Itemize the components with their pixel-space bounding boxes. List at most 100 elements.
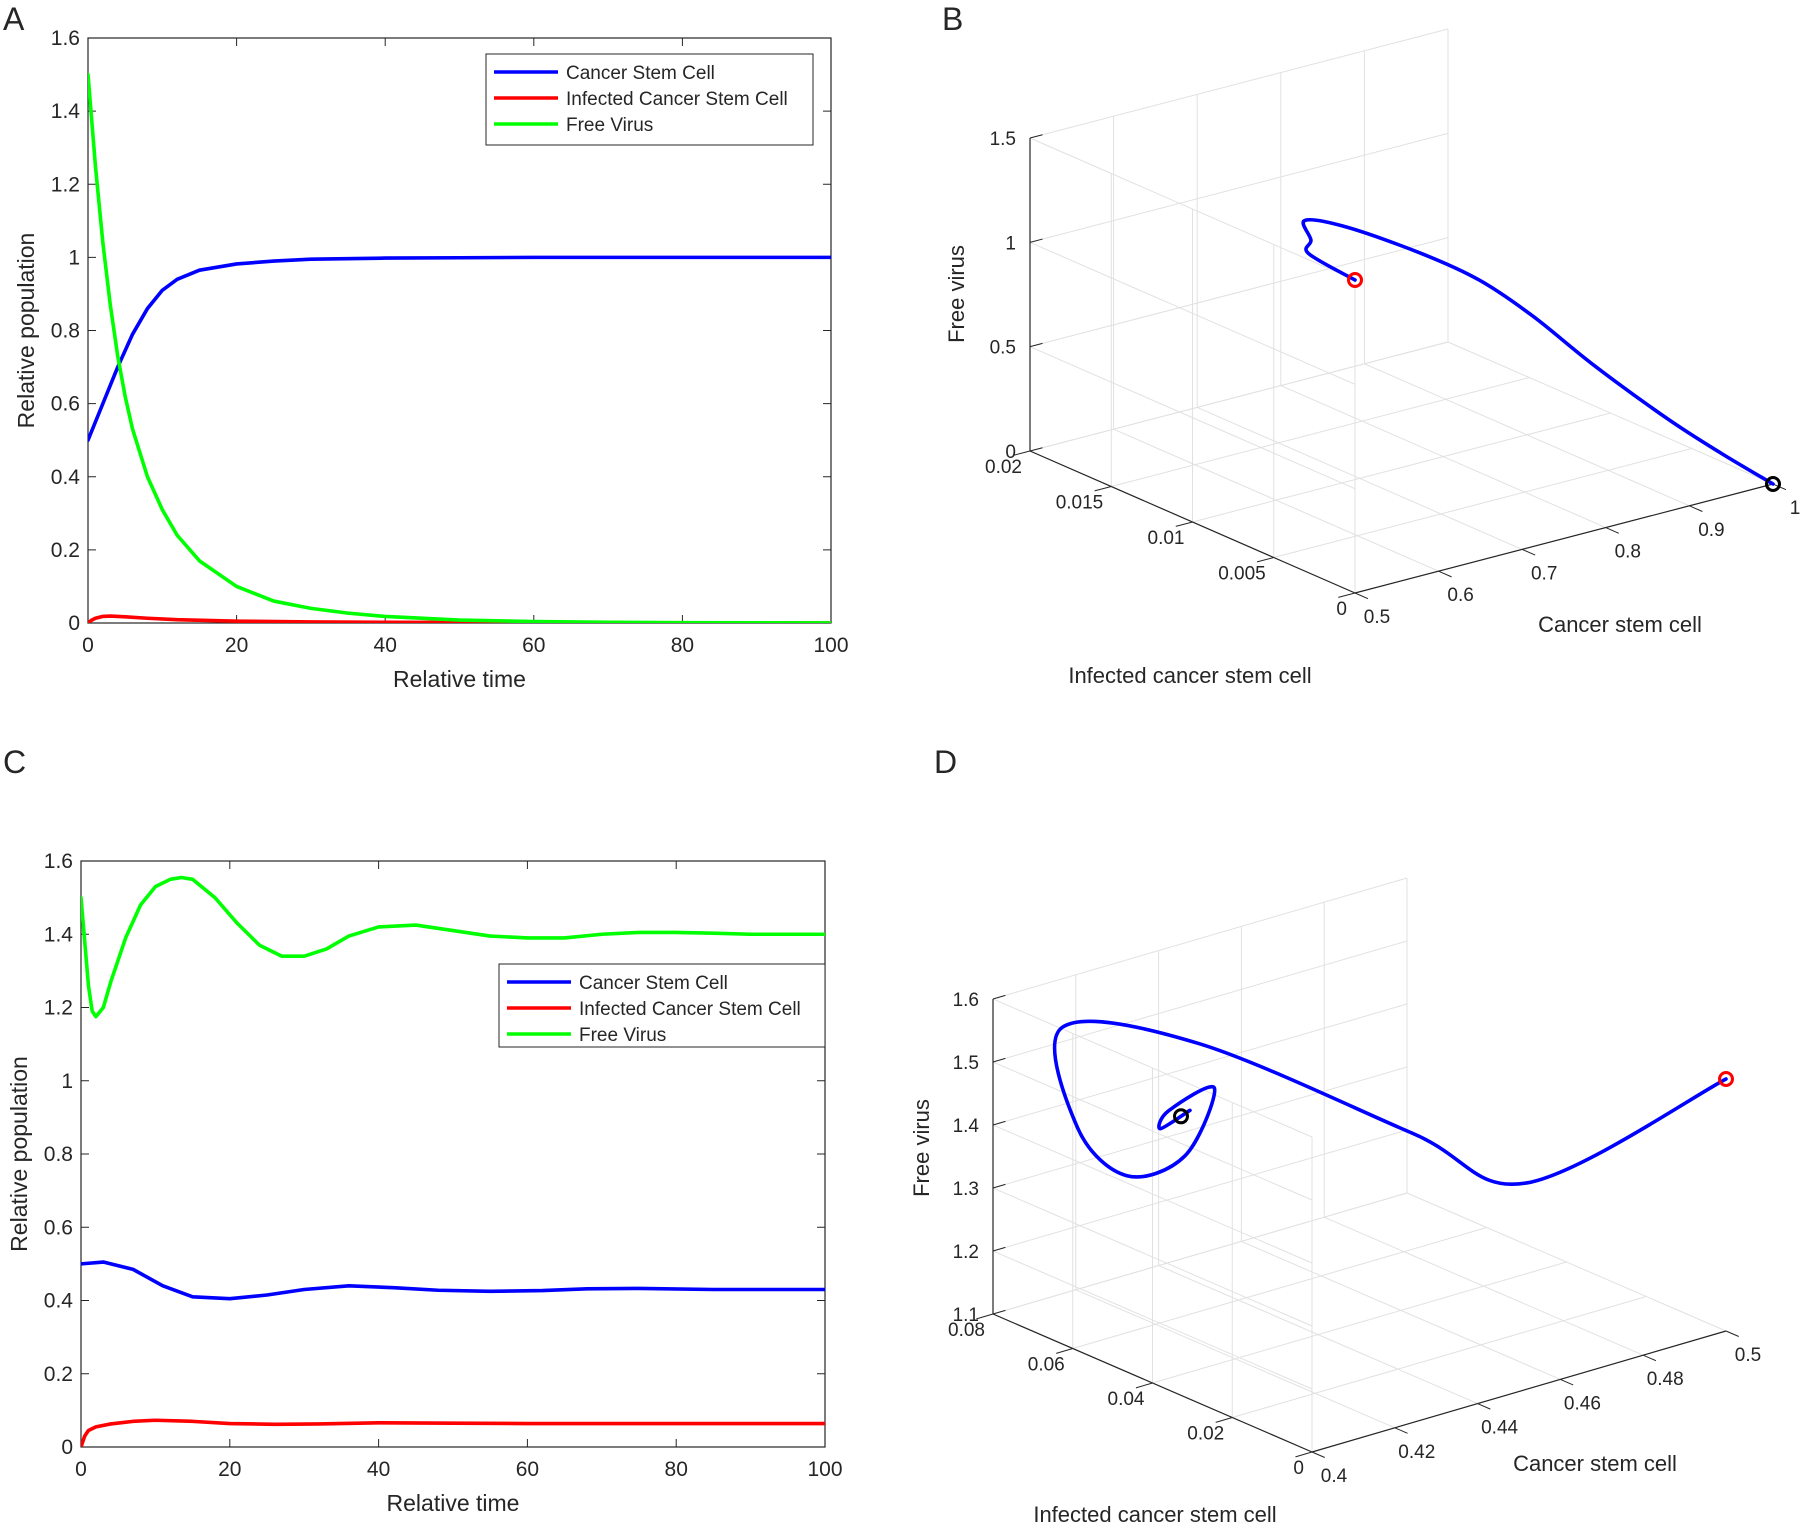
z-tick xyxy=(992,1183,1006,1189)
legend-label-free-virus: Free Virus xyxy=(566,115,653,136)
y-tick-label: 0.4 xyxy=(51,466,81,489)
y-tick-label: 0.6 xyxy=(44,1216,73,1239)
y-tick-label: 0 xyxy=(61,1436,73,1459)
z-tick-label: 1 xyxy=(1005,233,1016,254)
x-tick-label: 100 xyxy=(807,1458,842,1481)
y-tick xyxy=(1215,1417,1233,1423)
panel-letter: D xyxy=(934,744,957,780)
series-line-free-virus xyxy=(81,875,825,1019)
y-tick xyxy=(1094,486,1112,492)
z-tick xyxy=(992,994,1006,1000)
y-tick-label: 0.2 xyxy=(51,539,80,562)
y-tick-label: 1.6 xyxy=(44,850,73,873)
series-line-infected-cancer-stem-cell xyxy=(81,1418,825,1447)
x-axis-label: Relative time xyxy=(387,1490,520,1516)
x-tick-label: 100 xyxy=(813,634,848,657)
wall-grid-line xyxy=(992,940,1408,1063)
wall-grid-line xyxy=(992,1250,1313,1390)
y-tick-label: 1.2 xyxy=(51,173,80,196)
z-tick-label: 0.5 xyxy=(990,338,1016,359)
x-tick-label: 0 xyxy=(75,1458,87,1481)
wall-grid-line xyxy=(1029,132,1449,243)
y-axis-label: Relative population xyxy=(6,1056,32,1252)
z-tick xyxy=(992,1057,1006,1063)
y-tick-label: 0.01 xyxy=(1148,528,1185,549)
end-marker xyxy=(1173,1108,1189,1125)
wall-grid-line xyxy=(992,1124,1313,1264)
x-tick-label: 0.6 xyxy=(1447,585,1473,606)
wall-grid-line xyxy=(992,1192,1408,1315)
z-tick xyxy=(1029,342,1043,348)
z-tick-label: 1.1 xyxy=(953,1305,979,1326)
x-tick xyxy=(1394,1427,1408,1434)
floor-grid-line xyxy=(1152,1261,1567,1384)
z-tick-label: 0 xyxy=(1005,442,1016,463)
y-tick-label: 0 xyxy=(68,612,80,635)
wall-grid-line xyxy=(1029,346,1356,490)
z-tick-label: 1.2 xyxy=(953,1242,979,1263)
z-axis-label: Free virus xyxy=(909,1099,934,1197)
floor-grid-line xyxy=(1232,1296,1647,1418)
x-tick-label: 0.4 xyxy=(1321,1466,1348,1487)
y-tick-label: 0.6 xyxy=(51,393,80,416)
z-tick-label: 1.5 xyxy=(990,129,1016,150)
x-tick xyxy=(1311,1451,1325,1458)
panel-a: A 0 20 40 60 80 100 0 0.2 0.4 0.6 0.8 1 1.2 1.4 1.6 Rela… xyxy=(3,1,849,692)
x-axis-line xyxy=(1354,483,1774,594)
wall-grid-line xyxy=(992,877,1408,1000)
wall-grid-line xyxy=(992,1187,1313,1327)
wall-grid-line xyxy=(1029,137,1356,281)
y-tick xyxy=(1056,1348,1073,1354)
x-tick-label: 0.44 xyxy=(1481,1418,1518,1439)
wall-grid-line xyxy=(992,1003,1408,1126)
x-tick-label: 80 xyxy=(665,1458,688,1481)
legend-label-cancer-stem-cell: Cancer Stem Cell xyxy=(566,63,715,84)
x-axis-line xyxy=(1311,1330,1727,1453)
x-tick-label: 0.8 xyxy=(1615,542,1641,563)
x-tick-label: 20 xyxy=(218,1458,241,1481)
y-tick-label: 0 xyxy=(1336,599,1347,620)
x-tick xyxy=(1477,1403,1491,1410)
wall-grid-line xyxy=(992,998,1313,1138)
y-tick-label: 1.4 xyxy=(51,100,81,123)
wall-grid-line xyxy=(992,1129,1408,1252)
floor-grid-line xyxy=(1192,412,1611,523)
x-tick xyxy=(1560,1378,1574,1386)
x-tick-label: 80 xyxy=(671,634,694,657)
y-tick-label: 0.4 xyxy=(44,1290,74,1313)
wall-grid-line xyxy=(1029,237,1449,348)
z-tick-label: 1.3 xyxy=(953,1179,979,1200)
panel-d: D 0.4 0.42 0.44 0.46 0.48 0.5 0 0.02 0.04 0.06 0.08… xyxy=(909,744,1761,1526)
y-tick xyxy=(1175,521,1193,527)
z-tick xyxy=(992,1246,1006,1252)
y-tick-label: 0.015 xyxy=(1056,493,1104,514)
panel-b: B0.50.60.70.80.9100.0050.010.0150.0200.5… xyxy=(942,1,1800,688)
trajectory-line xyxy=(1301,218,1775,486)
y-tick-label: 0.8 xyxy=(44,1143,73,1166)
x-tick xyxy=(1521,548,1536,556)
legend-label-free-virus: Free Virus xyxy=(579,1025,666,1046)
z-tick xyxy=(1029,238,1043,243)
y-tick-label: 0.005 xyxy=(1218,564,1266,585)
x-axis-label: Cancer stem cell xyxy=(1513,1451,1677,1476)
y-tick-label: 1.4 xyxy=(44,923,74,946)
legend-label-infected-cancer-stem-cell: Infected Cancer Stem Cell xyxy=(579,999,801,1020)
wall-grid-line xyxy=(1029,341,1449,452)
y-tick-label: 1.2 xyxy=(44,997,73,1020)
series-line-cancer-stem-cell xyxy=(88,255,831,442)
series-line-cancer-stem-cell xyxy=(81,1260,825,1301)
end-marker xyxy=(1765,476,1781,492)
x-tick-label: 20 xyxy=(225,634,248,657)
y-axis-label: Infected cancer stem cell xyxy=(1068,663,1311,688)
y-tick-label: 1 xyxy=(68,246,80,269)
y-tick-label: 1.6 xyxy=(51,27,80,50)
wall-grid-line xyxy=(992,1066,1408,1189)
x-tick-label: 0.5 xyxy=(1735,1345,1761,1366)
panel-letter: C xyxy=(3,744,26,780)
y-tick-label: 1 xyxy=(61,1070,73,1093)
y-tick xyxy=(1013,450,1031,456)
z-tick xyxy=(992,1120,1006,1126)
legend-label-cancer-stem-cell: Cancer Stem Cell xyxy=(579,973,728,994)
y-tick-label: 0 xyxy=(1293,1458,1304,1479)
series-line-free-virus xyxy=(88,72,831,623)
